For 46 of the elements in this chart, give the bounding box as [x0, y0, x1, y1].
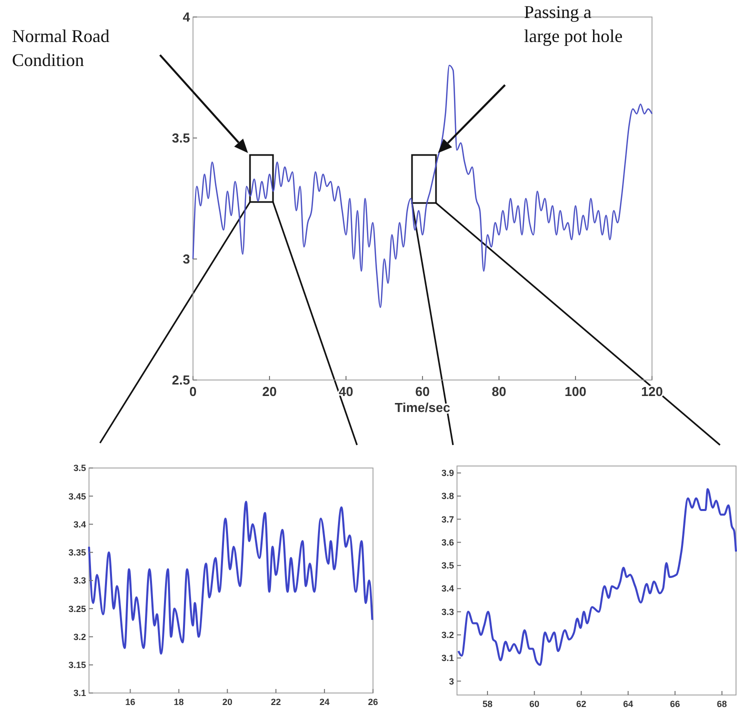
x-tick-label: 26 — [368, 697, 378, 707]
x-tick-label: 64 — [623, 699, 634, 709]
y-tick-label: 4 — [182, 10, 191, 25]
y-tick-label: 3.3 — [441, 606, 454, 617]
y-tick-label: 3.4 — [441, 584, 454, 594]
x-tick-label: 24 — [319, 697, 330, 707]
line-series — [88, 500, 374, 655]
y-tick-label: 3.7 — [441, 514, 454, 524]
line-series — [192, 64, 653, 308]
line-series — [457, 488, 737, 666]
x-tick-label: 68 — [716, 699, 727, 709]
y-tick-label: 3.4 — [73, 519, 86, 530]
y-tick-label: 2.5 — [172, 372, 190, 388]
y-tick-label: 3 — [182, 252, 190, 267]
x-tick-label: 16 — [125, 697, 136, 707]
x-tick-label: 58 — [482, 699, 492, 709]
x-tick-label: 22 — [270, 697, 281, 707]
x-tick-label: 20 — [222, 697, 232, 707]
y-tick-label: 3.45 — [68, 491, 86, 502]
y-tick-label: 3.6 — [441, 537, 454, 548]
x-tick-label: 60 — [529, 699, 540, 709]
y-tick-label: 3.2 — [73, 632, 86, 642]
y-tick-label: 3.8 — [441, 491, 454, 502]
y-tick-label: 3.25 — [68, 604, 86, 614]
x-tick-label: 60 — [415, 384, 430, 399]
y-tick-label: 3.5 — [73, 463, 86, 474]
y-tick-label: 3 — [448, 676, 454, 686]
y-tick-label: 3.2 — [441, 630, 454, 640]
annotation: Passing a large pot hole — [524, 2, 623, 46]
y-tick-label: 3.5 — [172, 130, 190, 146]
y-tick-label: 3.5 — [441, 560, 454, 571]
x-tick-label: 100 — [564, 384, 586, 399]
x-tick-label: 20 — [262, 384, 277, 399]
y-tick-label: 3.35 — [68, 548, 86, 558]
x-tick-label: 40 — [338, 384, 354, 399]
y-tick-label: 3.1 — [73, 688, 86, 698]
x-tick-label: 0 — [189, 384, 197, 399]
x-tick-label: 80 — [492, 384, 506, 399]
x-tick-label: 66 — [670, 699, 680, 709]
y-tick-label: 3.1 — [441, 653, 454, 664]
y-tick-label: 3.15 — [68, 660, 86, 670]
text: Normal Road Condition — [12, 26, 110, 70]
y-tick-label: 3.9 — [441, 468, 454, 478]
y-tick-label: 3.3 — [73, 576, 86, 586]
x-tick-label: 62 — [576, 699, 586, 709]
x-tick-label: 18 — [174, 697, 184, 707]
